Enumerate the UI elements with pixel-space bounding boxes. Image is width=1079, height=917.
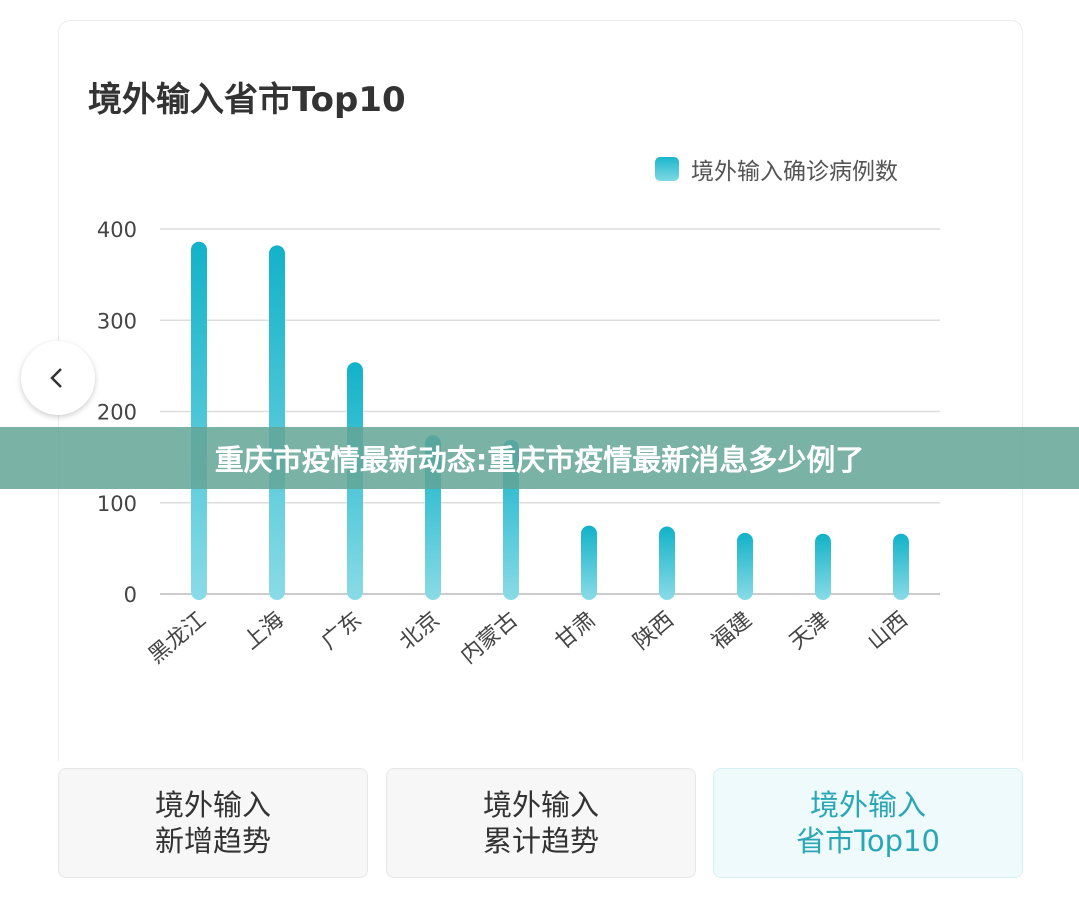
x-tick-label: 山西 bbox=[863, 607, 913, 654]
x-tick-label: 福建 bbox=[707, 607, 757, 654]
bar[interactable] bbox=[893, 533, 909, 600]
chevron-left-icon bbox=[50, 368, 62, 388]
x-tick-label: 上海 bbox=[239, 607, 289, 654]
chart-card bbox=[58, 20, 1023, 761]
y-tick-label: 100 bbox=[97, 492, 137, 516]
y-tick-label: 400 bbox=[97, 218, 137, 242]
bar[interactable] bbox=[191, 241, 207, 600]
bar[interactable] bbox=[815, 533, 831, 600]
bar[interactable] bbox=[659, 526, 675, 600]
bar[interactable] bbox=[581, 525, 597, 600]
bar[interactable] bbox=[737, 532, 753, 600]
tab-province-top10[interactable]: 境外输入 省市Top10 bbox=[713, 768, 1023, 878]
x-tick-label: 黑龙江 bbox=[144, 607, 211, 669]
x-tick-label: 北京 bbox=[395, 607, 445, 654]
x-tick-label: 甘肃 bbox=[551, 607, 601, 654]
bar-chart: 0 100 200 300 400 黑龙江 上海 广东 北京 内蒙古 甘肃 陕西 福建 天津 山西 bbox=[97, 218, 940, 669]
x-tick-label: 内蒙古 bbox=[456, 607, 523, 669]
tab-label-line2: 省市Top10 bbox=[796, 824, 940, 858]
x-tick-label: 广东 bbox=[317, 607, 367, 654]
tab-new-trend[interactable]: 境外输入 新增趋势 bbox=[58, 768, 368, 878]
x-tick-label: 天津 bbox=[785, 607, 835, 654]
headline-banner[interactable]: 重庆市疫情最新动态:重庆市疫情最新消息多少例了 bbox=[0, 427, 1079, 489]
tab-label-line1: 境外输入 bbox=[154, 788, 271, 822]
bar[interactable] bbox=[269, 245, 285, 601]
tab-label-line1: 境外输入 bbox=[482, 788, 599, 822]
back-button[interactable] bbox=[21, 341, 95, 415]
chart-title: 境外输入省市Top10 bbox=[88, 80, 406, 120]
legend-swatch bbox=[655, 157, 679, 181]
legend[interactable]: 境外输入确诊病例数 bbox=[655, 152, 898, 186]
tab-cumulative-trend[interactable]: 境外输入 累计趋势 bbox=[386, 768, 696, 878]
y-tick-label: 300 bbox=[97, 309, 137, 333]
tab-label-line2: 累计趋势 bbox=[482, 824, 599, 858]
legend-label: 境外输入确诊病例数 bbox=[691, 159, 898, 185]
tab-label-line2: 新增趋势 bbox=[154, 824, 271, 858]
y-tick-label: 200 bbox=[97, 401, 137, 425]
y-tick-label: 0 bbox=[124, 583, 137, 607]
tab-label-line1: 境外输入 bbox=[809, 788, 926, 822]
x-tick-label: 陕西 bbox=[629, 607, 679, 654]
